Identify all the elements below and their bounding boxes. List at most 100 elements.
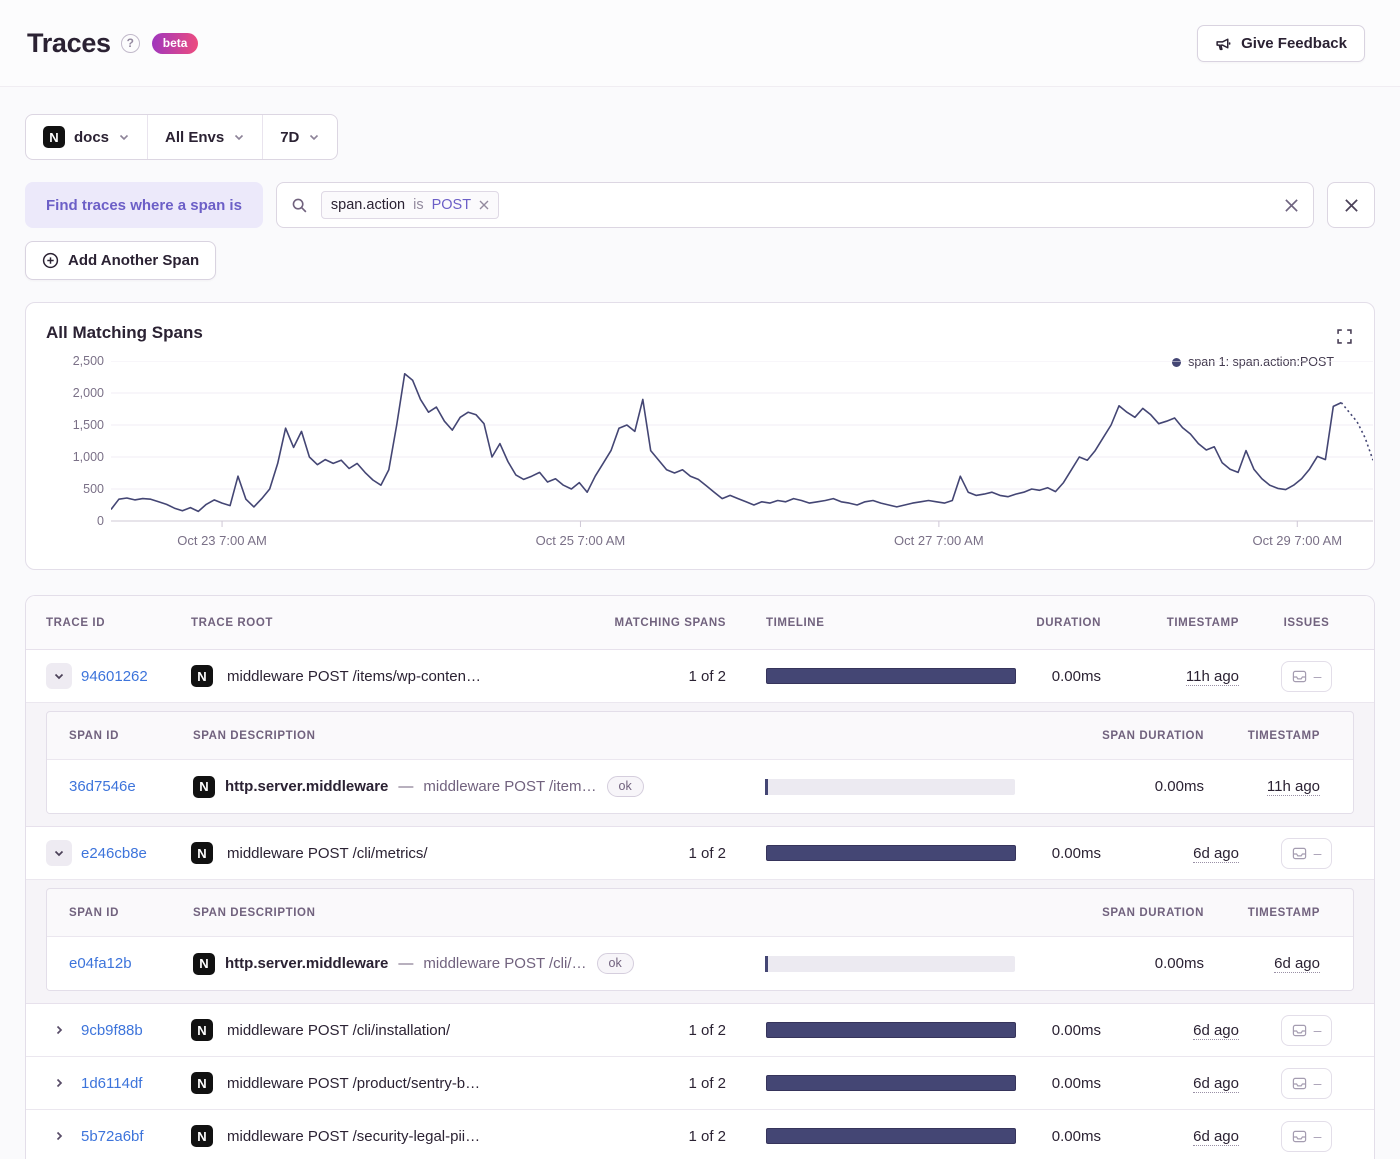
span-table-header: Span ID Span Description Span Duration T… [47,712,1353,759]
col-span-id: Span ID [69,729,119,742]
project-filter[interactable]: N docs [26,115,147,159]
span-timeline-tick [765,778,768,795]
filter-token-operator[interactable]: is [413,197,424,213]
duration-value: 0.00ms [1051,1021,1101,1039]
trace-id-link[interactable]: 94601262 [81,667,148,685]
beta-badge: beta [151,32,199,54]
matching-spans-count: 1 of 2 [688,1127,726,1145]
collapse-row-button[interactable] [46,663,72,689]
span-id-link[interactable]: 36d7546e [69,778,136,795]
page-header: Traces ? beta Give Feedback [0,0,1400,87]
date-range-filter-label: 7D [280,128,300,146]
expand-row-button[interactable] [46,1024,72,1036]
span-timestamp-value[interactable]: 11h ago [1266,778,1320,796]
col-span-timestamp: Timestamp [1247,906,1320,919]
filter-token-value[interactable]: POST [431,197,472,213]
trace-id-link[interactable]: 9cb9f88b [81,1021,143,1039]
span-timeline-bar[interactable] [765,955,1015,972]
issues-icon [1292,670,1306,682]
search-icon [291,197,308,214]
span-separator: — [398,778,414,795]
timestamp-value[interactable]: 6d ago [1193,844,1239,863]
x-tick-label: Oct 29 7:00 AM [1252,533,1343,548]
filter-token[interactable]: span.action is POST [320,191,500,219]
trace-root-text: middleware POST /product/sentry-b… [227,1074,481,1092]
trace-id-link[interactable]: 1d6114df [81,1074,143,1092]
timeline-bar[interactable] [766,668,1016,684]
close-icon [1344,198,1358,212]
clear-search-icon[interactable] [1284,198,1299,213]
timestamp-value[interactable]: 6d ago [1193,1021,1239,1040]
issues-button[interactable]: – [1280,1067,1333,1099]
col-timestamp: Timestamp [1166,616,1239,629]
span-timeline-tick [765,955,768,972]
expand-row-button[interactable] [46,1077,72,1089]
issues-count: – [1313,845,1322,861]
span-timestamp-value[interactable]: 6d ago [1274,955,1320,973]
chart-legend[interactable]: span 1: span.action:POST [1172,355,1334,369]
project-icon: N [191,1019,213,1041]
matching-spans-count: 1 of 2 [688,1021,726,1039]
matching-spans-count: 1 of 2 [688,1074,726,1092]
spans-chart-svg[interactable] [111,361,1373,527]
x-tick-label: Oct 23 7:00 AM [177,533,267,548]
timeline-bar[interactable] [766,845,1016,861]
issues-button[interactable]: – [1280,1120,1333,1152]
date-range-filter[interactable]: 7D [262,115,337,159]
project-icon: N [193,952,215,975]
chart-y-axis: 2,500 2,000 1,500 1,000 500 0 [46,354,104,528]
filter-token-key: span.action [330,197,406,213]
table-header-row: Trace ID Trace Root Matching Spans Timel… [26,596,1374,650]
chart-title: All Matching Spans [46,323,203,342]
span-id-link[interactable]: e04fa12b [69,955,132,972]
chevron-down-icon [118,131,130,143]
span-table: Span ID Span Description Span Duration T… [46,888,1354,991]
issues-icon [1292,1024,1306,1036]
col-span-description: Span Description [193,729,316,742]
trace-group: 94601262 N middleware POST /items/wp-con… [26,650,1374,827]
remove-token-icon[interactable] [479,200,489,210]
timeline-bar[interactable] [766,1022,1016,1038]
timestamp-value[interactable]: 6d ago [1193,1074,1239,1093]
span-description: middleware POST /cli/… [423,955,587,972]
issues-button[interactable]: – [1280,1014,1333,1046]
issues-button[interactable]: – [1280,660,1333,692]
col-span-duration: Span Duration [1102,906,1204,919]
issues-icon [1292,1077,1306,1089]
span-duration-value: 0.00ms [1154,778,1204,795]
fullscreen-icon[interactable] [1337,329,1352,349]
chevron-down-icon [308,131,320,143]
chevron-right-icon [56,1025,63,1035]
timestamp-value[interactable]: 11h ago [1185,667,1239,686]
legend-dot [1172,357,1182,367]
matching-spans-count: 1 of 2 [688,844,726,862]
add-another-span-button[interactable]: Add Another Span [25,241,217,280]
delete-span-filter-button[interactable] [1327,182,1375,228]
help-icon[interactable]: ? [120,33,140,53]
project-icon: N [191,842,213,864]
span-timeline-bar[interactable] [765,778,1015,795]
span-search-input[interactable]: span.action is POST [275,182,1314,228]
environment-filter[interactable]: All Envs [147,115,262,159]
project-icon: N [191,1125,213,1147]
table-row: 5b72a6bf N middleware POST /security-leg… [26,1110,1374,1159]
trace-id-link[interactable]: e246cb8e [81,844,147,862]
project-icon: N [191,1072,213,1094]
timeline-bar[interactable] [766,1128,1016,1144]
timestamp-value[interactable]: 6d ago [1193,1127,1239,1146]
x-tick-label: Oct 25 7:00 AM [535,533,626,548]
trace-id-link[interactable]: 5b72a6bf [81,1127,144,1145]
issues-button[interactable]: – [1280,837,1333,869]
span-status-badge: ok [596,953,634,974]
col-span-timestamp: Timestamp [1247,729,1320,742]
col-span-description: Span Description [193,906,316,919]
collapse-row-button[interactable] [46,840,72,866]
table-row: e246cb8e N middleware POST /cli/metrics/… [26,827,1374,880]
x-tick-label: Oct 27 7:00 AM [894,533,984,548]
give-feedback-button[interactable]: Give Feedback [1197,24,1365,62]
timeline-bar[interactable] [766,1075,1016,1091]
trace-group: e246cb8e N middleware POST /cli/metrics/… [26,827,1374,1004]
col-span-duration: Span Duration [1102,729,1204,742]
trace-root-text: middleware POST /items/wp-conten… [227,667,481,685]
expand-row-button[interactable] [46,1130,72,1142]
